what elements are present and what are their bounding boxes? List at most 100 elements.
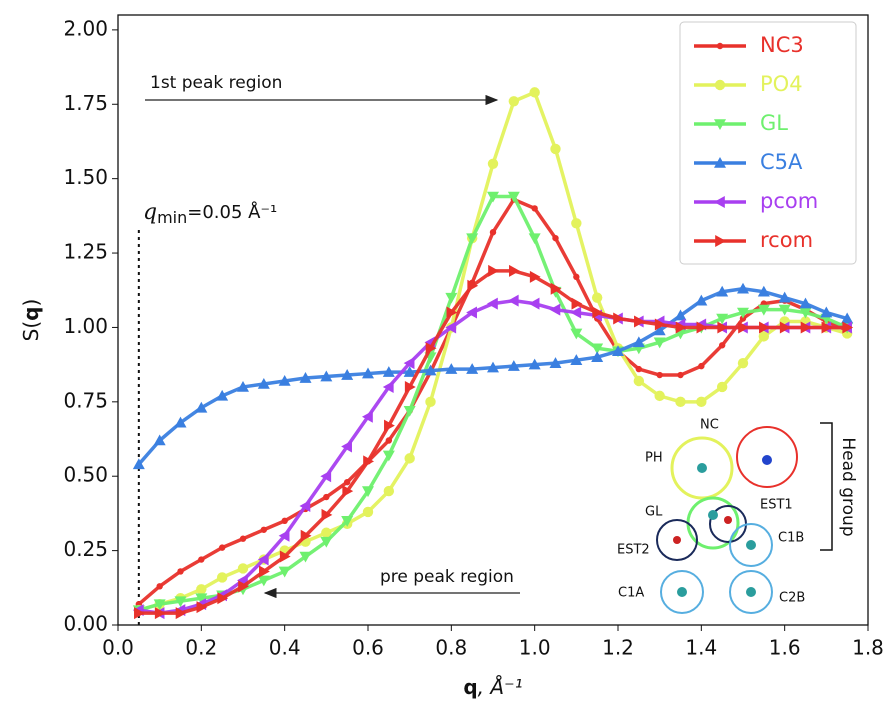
marker (134, 607, 145, 620)
marker (237, 563, 249, 574)
marker (403, 405, 416, 417)
marker (779, 321, 791, 334)
marker (696, 396, 707, 408)
y-tick-label: 0.50 (63, 463, 108, 487)
marker (175, 607, 187, 620)
marker (385, 437, 393, 444)
inset-label: C1A (618, 586, 644, 601)
marker (528, 358, 541, 370)
marker (571, 218, 582, 229)
marker (279, 550, 291, 563)
marker (677, 371, 684, 379)
marker (675, 321, 687, 334)
marker (257, 575, 270, 587)
marker (320, 370, 333, 382)
marker (257, 553, 269, 566)
marker (362, 486, 374, 498)
marker (320, 470, 332, 483)
series (132, 191, 854, 617)
legend-marker (716, 42, 724, 50)
marker (196, 601, 208, 614)
marker (404, 380, 416, 393)
legend-label: rcom (760, 228, 813, 252)
marker (195, 401, 208, 413)
x-axis-label: q, Å⁻¹ (463, 675, 522, 699)
inset-label: C1B (778, 531, 804, 546)
marker (612, 345, 624, 357)
marker (487, 297, 498, 310)
legend-label: NC3 (760, 33, 804, 57)
marker (362, 506, 374, 518)
marker (257, 377, 270, 389)
marker (737, 307, 749, 319)
marker (778, 291, 791, 303)
marker (217, 592, 229, 605)
y-tick-label: 2.00 (63, 16, 108, 40)
marker (821, 321, 833, 334)
marker (549, 303, 561, 316)
marker (384, 419, 395, 432)
marker (570, 328, 583, 340)
marker (382, 450, 395, 462)
legend-label: GL (760, 111, 788, 135)
marker (278, 529, 290, 542)
marker (299, 372, 312, 383)
y-tick-label: 1.25 (63, 240, 108, 264)
y-tick-label: 0.25 (63, 537, 108, 561)
marker (445, 292, 458, 304)
x-tick-label: 0.4 (269, 636, 301, 660)
x-tick-label: 1.6 (769, 636, 801, 660)
inset-molecule (656, 422, 833, 614)
marker (695, 294, 708, 306)
marker (632, 336, 645, 348)
marker (717, 321, 729, 334)
inset-label: NC (700, 418, 719, 433)
marker (198, 556, 205, 563)
marker (321, 508, 333, 521)
marker (342, 485, 354, 498)
marker (382, 380, 394, 393)
marker (591, 292, 603, 303)
marker (196, 584, 207, 595)
marker (466, 306, 477, 319)
marker (820, 306, 833, 318)
marker (132, 458, 145, 470)
y-axis-label: S(q) (19, 299, 43, 342)
marker (759, 321, 770, 334)
marker (363, 455, 374, 468)
marker (362, 410, 373, 423)
marker (425, 396, 436, 408)
marker (153, 434, 166, 446)
marker (654, 390, 665, 402)
legend-marker (714, 119, 726, 130)
x-label-rest: , Å⁻¹ (478, 675, 523, 699)
y-label-bold: q (19, 306, 43, 320)
x-tick-label: 1.8 (852, 636, 884, 660)
marker (507, 191, 520, 203)
marker (778, 304, 791, 316)
marker (757, 285, 770, 297)
marker (216, 389, 229, 401)
marker (591, 351, 604, 362)
marker (552, 234, 559, 242)
marker (737, 357, 749, 369)
marker (549, 357, 562, 368)
marker (531, 205, 538, 212)
marker (841, 312, 854, 324)
marker (278, 375, 291, 386)
marker (299, 551, 312, 563)
marker (320, 536, 333, 548)
marker (570, 306, 582, 319)
marker (737, 282, 749, 294)
marker (718, 342, 726, 349)
marker (508, 96, 520, 107)
marker (635, 365, 643, 373)
marker (675, 396, 686, 408)
qmin-sub: min (157, 208, 187, 227)
marker (758, 331, 770, 342)
x-tick-label: 0.2 (185, 636, 217, 660)
marker (300, 529, 312, 542)
marker (403, 366, 416, 377)
qmin-symbol: q (143, 200, 157, 225)
